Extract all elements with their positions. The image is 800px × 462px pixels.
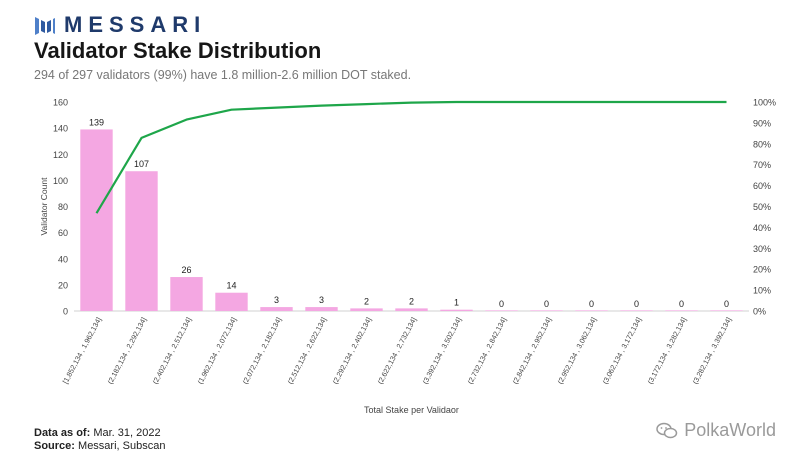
y-tick-label: 20 — [58, 280, 68, 290]
x-axis-label: Total Stake per Validaor — [364, 405, 459, 415]
x-tick-label: [1,852,134 , 1,962,134] — [61, 316, 104, 386]
wechat-icon — [656, 422, 678, 438]
y-tick-label: 0 — [63, 307, 68, 317]
x-tick-label: (3,062,134 , 3,172,134] — [600, 316, 643, 386]
x-tick-label: (2,622,134 , 2,732,134] — [375, 316, 418, 386]
x-tick-label: (3,282,134 , 3,392,134] — [690, 316, 733, 386]
y-axis-label: Validator Count — [39, 177, 49, 236]
bar-data-label: 1 — [454, 298, 459, 308]
y2-tick-label: 80% — [753, 139, 771, 149]
bar — [350, 308, 383, 311]
y-tick-label: 40 — [58, 254, 68, 264]
bar-data-label: 0 — [724, 299, 729, 309]
bar-data-label: 26 — [181, 265, 191, 275]
y-tick-label: 160 — [53, 98, 68, 108]
bar — [620, 310, 653, 311]
bar — [80, 129, 113, 311]
bar-data-label: 0 — [634, 299, 639, 309]
y-tick-label: 60 — [58, 228, 68, 238]
bar-data-label: 139 — [89, 117, 104, 127]
y2-tick-label: 90% — [753, 118, 771, 128]
y2-tick-label: 30% — [753, 244, 771, 254]
bar-data-label: 2 — [409, 296, 414, 306]
y-tick-label: 100 — [53, 176, 68, 186]
x-tick-label: (2,292,134 , 2,402,134] — [330, 316, 373, 386]
y2-tick-label: 50% — [753, 202, 771, 212]
cumulative-line — [95, 100, 727, 214]
bar — [305, 307, 338, 311]
bar — [215, 292, 248, 311]
y2-tick-label: 70% — [753, 160, 771, 170]
brand: MESSARI — [34, 12, 206, 38]
y2-tick-label: 60% — [753, 181, 771, 191]
y-tick-label: 140 — [53, 124, 68, 134]
y-tick-label: 120 — [53, 150, 68, 160]
bar — [395, 308, 428, 311]
y-tick-label: 80 — [58, 202, 68, 212]
watermark-text: PolkaWorld — [684, 420, 776, 440]
chart-subtitle: 294 of 297 validators (99%) have 1.8 mil… — [34, 68, 412, 82]
footer-source-value: Messari, Subscan — [78, 440, 166, 452]
bar — [170, 277, 203, 311]
bar-data-label: 0 — [499, 299, 504, 309]
x-tick-label: (2,842,134 , 2,952,134] — [510, 316, 553, 386]
x-tick-label: (2,512,134 , 2,622,134] — [285, 316, 328, 386]
y2-tick-label: 10% — [753, 286, 771, 296]
footer-source: Source: Messari, Subscan — [34, 440, 166, 452]
messari-logo-icon — [35, 17, 55, 35]
x-tick-label: (3,392,134 , 3,502,134] — [420, 316, 463, 386]
watermark: PolkaWorld — [656, 420, 776, 441]
y2-tick-label: 40% — [753, 223, 771, 233]
bar-data-label: 0 — [589, 299, 594, 309]
y2-tick-label: 100% — [753, 98, 776, 108]
bar-data-label: 0 — [544, 299, 549, 309]
bar — [575, 310, 608, 311]
brand-name: MESSARI — [64, 12, 207, 37]
x-tick-label: (3,172,134 , 3,282,134] — [645, 316, 688, 386]
bar — [530, 310, 563, 311]
chart-title: Validator Stake Distribution — [34, 38, 322, 63]
bar-data-label: 0 — [679, 299, 684, 309]
bar — [710, 310, 743, 311]
bar-data-label: 3 — [274, 295, 279, 305]
bar — [125, 171, 158, 311]
bar — [485, 310, 518, 311]
bar — [665, 310, 698, 311]
x-tick-label: (2,952,134 , 3,062,134] — [555, 316, 598, 386]
y2-tick-label: 20% — [753, 265, 771, 275]
x-tick-label: (2,182,134 , 2,292,134] — [105, 316, 148, 386]
footer-data-value: Mar. 31, 2022 — [93, 427, 161, 439]
bar-data-label: 14 — [226, 281, 236, 291]
bar-data-label: 107 — [134, 159, 149, 169]
bar-data-label: 2 — [364, 296, 369, 306]
footer-data-as-of: Data as of: Mar. 31, 2022 — [34, 427, 161, 439]
x-tick-label: (2,732,134 , 2,842,134] — [465, 316, 508, 386]
x-tick-label: (2,072,134 , 2,182,134] — [240, 316, 283, 386]
footer-data-label: Data as of — [34, 427, 87, 439]
bar-data-label: 3 — [319, 295, 324, 305]
bar — [260, 307, 293, 311]
x-tick-label: (1,962,134 , 2,072,134] — [195, 316, 238, 386]
bar — [440, 309, 473, 311]
y2-tick-label: 0% — [753, 307, 766, 317]
footer-source-label: Source — [34, 440, 72, 452]
x-tick-label: (2,402,134 , 2,512,134] — [150, 316, 193, 386]
